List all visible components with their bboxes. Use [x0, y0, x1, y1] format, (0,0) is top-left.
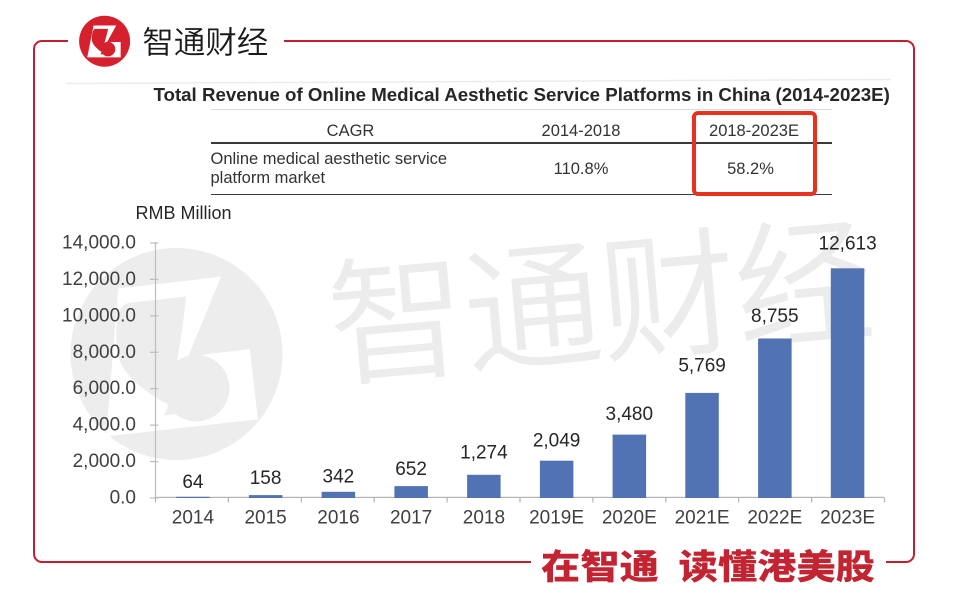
svg-text:2023E: 2023E — [820, 508, 875, 529]
svg-text:64: 64 — [182, 472, 204, 493]
svg-text:8,000.0: 8,000.0 — [73, 342, 136, 363]
svg-text:2022E: 2022E — [747, 508, 802, 529]
svg-text:2016: 2016 — [317, 508, 359, 529]
svg-text:1,274: 1,274 — [460, 443, 508, 464]
svg-text:2017: 2017 — [390, 508, 432, 529]
svg-text:5,769: 5,769 — [678, 356, 726, 377]
svg-text:2014: 2014 — [172, 508, 215, 529]
svg-text:2015: 2015 — [244, 508, 286, 529]
svg-text:158: 158 — [250, 468, 282, 489]
svg-text:8,755: 8,755 — [751, 306, 799, 327]
svg-text:10,000.0: 10,000.0 — [62, 305, 136, 326]
svg-text:3,480: 3,480 — [606, 404, 654, 425]
svg-text:2,049: 2,049 — [533, 431, 581, 452]
svg-text:14,000.0: 14,000.0 — [62, 233, 136, 254]
svg-text:2019E: 2019E — [529, 508, 584, 529]
svg-text:12,613: 12,613 — [819, 234, 877, 255]
svg-text:0.0: 0.0 — [110, 488, 136, 509]
svg-text:2,000.0: 2,000.0 — [73, 451, 136, 472]
svg-text:12,000.0: 12,000.0 — [62, 269, 136, 290]
svg-text:6,000.0: 6,000.0 — [73, 378, 136, 399]
svg-text:2020E: 2020E — [602, 508, 657, 529]
svg-text:2018: 2018 — [463, 508, 505, 529]
svg-text:342: 342 — [323, 467, 355, 488]
svg-text:2021E: 2021E — [675, 508, 730, 529]
svg-text:652: 652 — [395, 459, 427, 480]
svg-text:4,000.0: 4,000.0 — [73, 415, 136, 436]
